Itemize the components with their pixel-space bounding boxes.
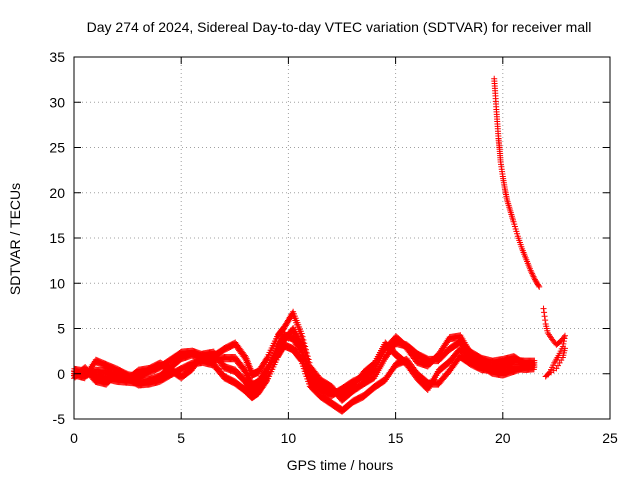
data-point [303, 358, 310, 365]
y-tick-label: 15 [49, 230, 65, 246]
data-point [535, 282, 542, 289]
x-tick-label: 20 [495, 430, 511, 446]
data-point [541, 309, 548, 316]
x-tick-label: 5 [177, 430, 185, 446]
y-tick-label: 10 [49, 275, 65, 291]
y-tick-label: 0 [57, 366, 65, 382]
data-point [302, 355, 309, 362]
y-axis-label: SDTVAR / TECUs [7, 183, 23, 295]
x-tick-label: 15 [388, 430, 404, 446]
grid-lines [74, 57, 610, 419]
series-tail-track [540, 305, 568, 380]
y-tick-label: 20 [49, 185, 65, 201]
data-point [560, 338, 567, 345]
data-point [299, 333, 306, 340]
series-track-d [71, 325, 538, 400]
data-point [540, 305, 547, 312]
data-point [300, 347, 307, 354]
data-point [536, 283, 543, 290]
y-tick-label: -5 [53, 411, 66, 427]
data-point [541, 313, 548, 320]
data-point [300, 336, 307, 343]
data-point [561, 335, 568, 342]
data-point [560, 340, 567, 347]
series-spike-track [491, 75, 543, 290]
data-point [298, 330, 305, 337]
data-point [299, 344, 306, 351]
y-tick-label: 35 [49, 49, 65, 65]
x-tick-label: 10 [281, 430, 297, 446]
data-point [301, 350, 308, 357]
x-axis-label: GPS time / hours [287, 457, 394, 473]
y-tick-label: 30 [49, 94, 65, 110]
data-point [306, 367, 313, 374]
data-point [298, 341, 305, 348]
y-tick-label: 25 [49, 140, 65, 156]
y-tick-label: 5 [57, 321, 65, 337]
chart-title: Day 274 of 2024, Sidereal Day-to-day VTE… [87, 19, 592, 35]
data-point [542, 317, 549, 324]
x-tick-label: 0 [70, 430, 78, 446]
data-point [302, 352, 309, 359]
data-point [561, 332, 568, 339]
data-point [241, 352, 248, 359]
data-points [71, 75, 568, 415]
x-tick-label: 25 [602, 430, 618, 446]
data-point [531, 359, 538, 366]
data-point [561, 345, 568, 352]
data-point [304, 361, 311, 368]
data-point [305, 364, 312, 371]
